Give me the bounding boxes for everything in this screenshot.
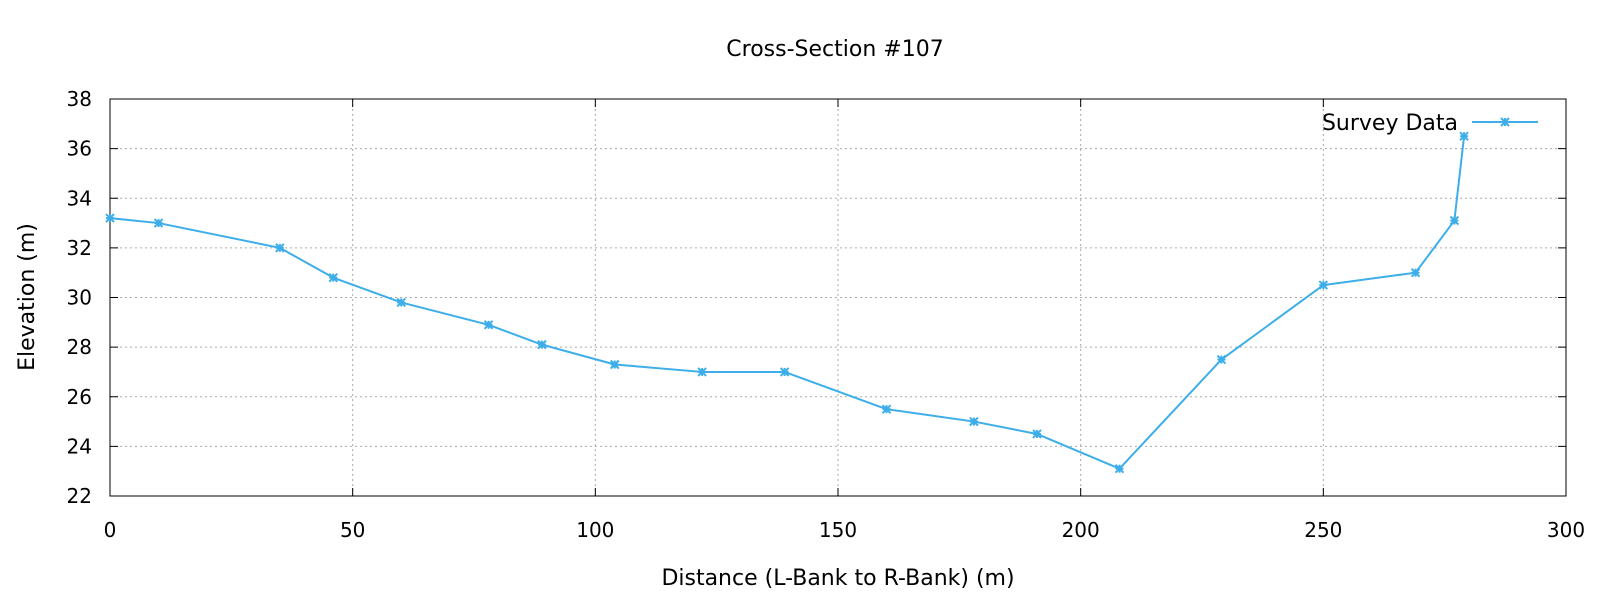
data-point-marker [1449,215,1460,226]
data-point-marker [328,272,338,283]
y-tick-label: 22 [67,484,92,508]
x-tick-label: 250 [1304,518,1342,542]
data-point-marker [1500,117,1510,127]
x-tick-label: 100 [576,518,614,542]
chart-title: Cross-Section #107 [726,37,943,62]
x-tick-label: 0 [104,518,117,542]
data-point-marker [1114,463,1125,474]
data-point-marker [537,339,547,350]
legend-label-survey-data: Survey Data [1322,111,1458,136]
data-point-marker [1216,354,1227,365]
y-tick-label: 24 [67,434,92,458]
plot-area-frame [109,98,1567,497]
x-tick-label: 150 [819,518,857,542]
data-point-marker [697,367,707,377]
y-tick-label: 26 [67,385,92,409]
data-point-marker [969,416,979,427]
data-point-marker [483,320,494,330]
y-axis-ticks: 22 24 26 28 30 32 34 36 38 [67,87,1566,508]
series-survey-data [105,131,1469,474]
data-point-marker [1318,280,1329,290]
y-tick-label: 28 [67,335,92,359]
y-tick-label: 36 [67,137,92,161]
y-tick-label: 30 [67,286,92,310]
x-tick-label: 300 [1547,518,1585,542]
data-point-marker [1410,267,1421,278]
data-point-marker [779,367,790,377]
data-point-marker [105,213,115,223]
data-point-marker [1459,131,1469,141]
data-point-marker [396,297,406,308]
x-tick-label: 200 [1062,518,1100,542]
legend-marker-survey-data [1500,117,1510,127]
data-point-marker [1032,429,1042,439]
data-point-marker [881,404,892,414]
x-axis-label: Distance (L-Bank to R-Bank) (m) [661,566,1014,591]
y-tick-label: 34 [67,186,92,210]
y-tick-label: 32 [67,236,92,260]
data-point-marker [275,243,285,253]
y-axis-label: Elevation (m) [15,223,40,371]
grid-lines [110,99,1566,496]
data-point-marker [610,359,620,370]
series-line [109,136,1466,470]
legend: Survey Data [1322,111,1538,136]
x-axis-ticks: 0 50 100 150 200 250 300 [104,99,1585,542]
data-point-marker [153,218,164,228]
x-tick-label: 50 [340,518,365,542]
y-tick-label: 38 [67,87,92,111]
